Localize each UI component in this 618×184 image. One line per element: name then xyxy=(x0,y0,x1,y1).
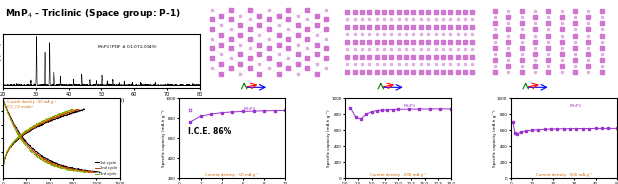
Text: I.C.E. 86%: I.C.E. 86% xyxy=(188,127,231,136)
Text: Current density : 500 mA g⁻¹: Current density : 500 mA g⁻¹ xyxy=(536,173,592,177)
Y-axis label: Intensity [a.u.]: Intensity [a.u.] xyxy=(0,43,2,79)
Y-axis label: Specific capacity (mA h g⁻¹): Specific capacity (mA h g⁻¹) xyxy=(493,109,497,167)
Y-axis label: Specific capacity (mA h g⁻¹): Specific capacity (mA h g⁻¹) xyxy=(328,109,331,167)
Text: MnP$_4$ - Triclinic (Space group: P-1): MnP$_4$ - Triclinic (Space group: P-1) xyxy=(5,7,181,20)
X-axis label: 2 Theta (degree): 2 Theta (degree) xyxy=(78,98,125,103)
Text: Current density : 200 mA g⁻¹: Current density : 200 mA g⁻¹ xyxy=(370,173,426,177)
Text: MnP$_4$: MnP$_4$ xyxy=(243,105,256,113)
Legend: 1st cycle, 2nd cycle, 3rd cycle: 1st cycle, 2nd cycle, 3rd cycle xyxy=(94,160,118,177)
Text: MnP$_4$: MnP$_4$ xyxy=(404,103,417,110)
Text: MnP$_4$: MnP$_4$ xyxy=(569,103,582,110)
Text: Current density : 50 mA g⁻¹
(CC_CV mode): Current density : 50 mA g⁻¹ (CC_CV mode) xyxy=(7,100,56,109)
Text: MnP$_4$ (PDF # 01-072-0949): MnP$_4$ (PDF # 01-072-0949) xyxy=(98,44,158,51)
Text: Current density : 50 mA g⁻¹: Current density : 50 mA g⁻¹ xyxy=(206,173,259,177)
Y-axis label: Specific capacity (mA h g⁻¹): Specific capacity (mA h g⁻¹) xyxy=(161,109,166,167)
